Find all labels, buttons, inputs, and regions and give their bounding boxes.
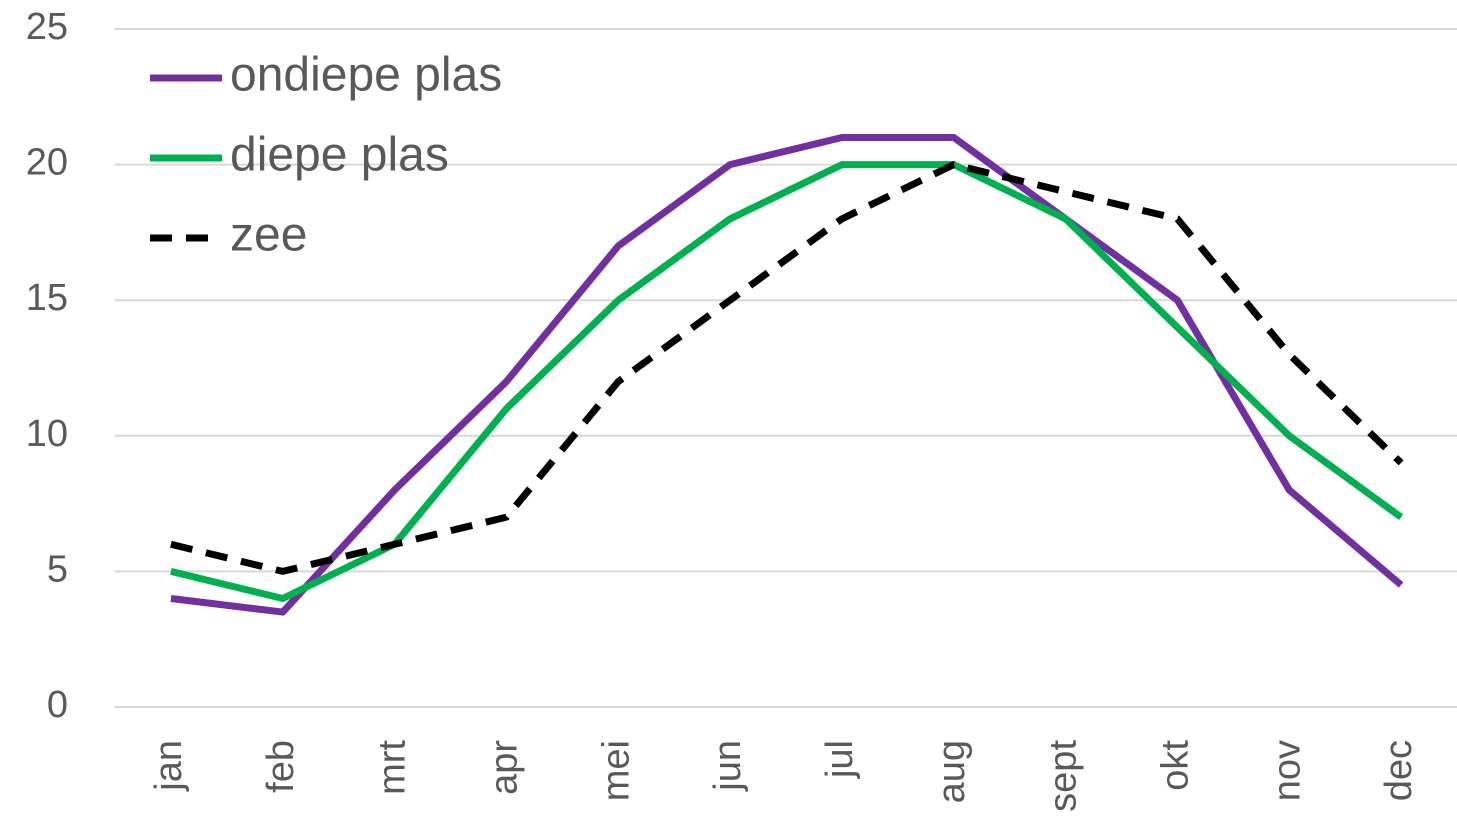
series-line <box>170 161 1404 575</box>
x-tick-label: sept <box>1043 740 1085 812</box>
x-tick-label: okt <box>1154 740 1196 791</box>
x-tick-label: mrt <box>372 740 414 795</box>
legend-label: diepe plas <box>230 129 449 182</box>
x-tick-label: feb <box>260 740 302 793</box>
x-tick-label: jun <box>707 740 749 792</box>
y-tick-label: 10 <box>26 413 68 455</box>
x-tick-label: aug <box>931 740 973 803</box>
y-tick-label: 20 <box>26 142 68 184</box>
x-tick-label: nov <box>1266 740 1308 801</box>
y-tick-label: 25 <box>26 6 68 48</box>
x-tick-label: dec <box>1378 740 1420 801</box>
legend-label: ondiepe plas <box>230 49 502 102</box>
x-tick-label: jul <box>819 740 861 779</box>
y-tick-label: 0 <box>47 684 68 726</box>
y-tick-label: 15 <box>26 277 68 319</box>
legend-label: zee <box>230 209 307 262</box>
series-line <box>170 133 1404 616</box>
y-tick-label: 5 <box>47 548 68 590</box>
series-line <box>170 161 1404 603</box>
x-tick-label: apr <box>483 740 525 795</box>
x-tick-label: mei <box>595 740 637 801</box>
x-tick-label: jan <box>148 740 190 792</box>
